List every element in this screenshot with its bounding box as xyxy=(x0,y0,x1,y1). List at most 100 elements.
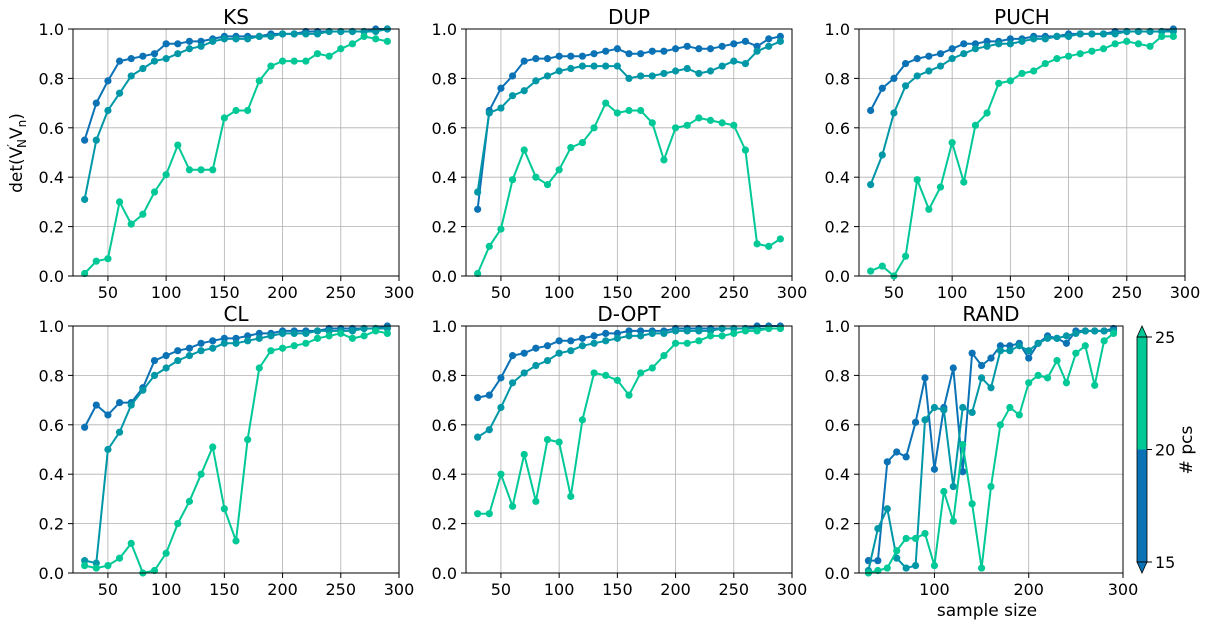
data-point xyxy=(893,448,901,456)
data-point xyxy=(532,77,540,85)
colorbar-tick-label: 20 xyxy=(1155,441,1175,460)
data-point xyxy=(913,72,921,80)
data-point xyxy=(776,324,784,333)
data-point xyxy=(497,84,505,92)
data-point xyxy=(555,166,563,174)
data-point xyxy=(637,50,645,58)
data-point xyxy=(150,57,159,65)
data-point xyxy=(567,492,575,501)
panel-title: PUCH xyxy=(994,5,1050,29)
panel-ks: 50 100 150 200 250 300 0.0 0.2 0.4 0.6 0.8 1.0 KS xyxy=(39,5,415,302)
data-point xyxy=(313,30,322,38)
data-point xyxy=(115,57,124,65)
data-point xyxy=(1123,37,1131,45)
data-point xyxy=(485,391,493,399)
data-point xyxy=(313,334,322,342)
data-point xyxy=(383,37,391,45)
data-point xyxy=(92,559,100,567)
data-point xyxy=(683,121,691,129)
data-point xyxy=(660,352,668,360)
data-point xyxy=(508,379,517,387)
data-point xyxy=(930,465,939,473)
data-point xyxy=(1006,40,1014,48)
data-point xyxy=(555,52,563,60)
data-point xyxy=(232,106,240,115)
data-point xyxy=(718,332,726,340)
data-point xyxy=(474,394,482,402)
data-point xyxy=(232,334,240,342)
data-point xyxy=(883,505,891,513)
x-tick-label: 200 xyxy=(267,580,298,599)
data-point xyxy=(162,549,170,557)
data-point xyxy=(474,269,482,278)
y-tick-label: 0.4 xyxy=(825,168,850,187)
data-point xyxy=(983,37,991,45)
data-point xyxy=(139,52,147,60)
data-point xyxy=(949,517,957,525)
data-point xyxy=(1076,50,1084,58)
data-point xyxy=(255,77,263,85)
data-point xyxy=(683,339,691,347)
data-point xyxy=(81,136,89,144)
data-point xyxy=(590,50,598,58)
data-point xyxy=(1169,32,1177,41)
x-tick-label: 200 xyxy=(1053,283,1084,302)
data-point xyxy=(695,45,703,53)
x-tick-label: 300 xyxy=(777,580,808,599)
data-point xyxy=(139,64,147,73)
data-point xyxy=(1146,42,1154,50)
data-point xyxy=(921,529,929,538)
data-point xyxy=(1091,327,1099,335)
y-tick-label: 0.8 xyxy=(825,366,850,385)
data-point xyxy=(878,151,886,159)
data-point xyxy=(971,40,980,48)
y-tick-label: 0.2 xyxy=(39,218,64,237)
data-point xyxy=(220,114,228,122)
data-point xyxy=(532,55,540,63)
x-tick-label: 100 xyxy=(151,283,182,302)
data-point xyxy=(590,124,598,132)
data-point xyxy=(267,62,275,70)
data-point xyxy=(706,45,715,53)
y-tick-label: 1.0 xyxy=(39,317,64,336)
data-point xyxy=(555,349,563,357)
data-point xyxy=(959,403,967,412)
data-point xyxy=(753,240,761,248)
series-line-2 xyxy=(83,28,388,200)
data-point xyxy=(968,500,976,508)
y-tick-label: 0.2 xyxy=(825,515,850,534)
data-point xyxy=(1091,381,1099,389)
data-point xyxy=(890,74,898,82)
x-tick-label: 300 xyxy=(1108,580,1139,599)
data-point xyxy=(901,82,910,90)
data-point xyxy=(625,106,633,115)
data-point xyxy=(220,339,228,347)
data-point xyxy=(278,30,287,38)
data-point xyxy=(960,40,968,48)
data-point xyxy=(508,502,517,510)
data-point xyxy=(902,453,910,461)
data-point xyxy=(765,324,773,333)
data-point xyxy=(290,30,298,38)
data-point xyxy=(244,106,252,115)
panel-dup: 50 100 150 200 250 300 0.0 0.2 0.4 0.6 0.8 1.0 DUP xyxy=(432,5,808,302)
data-point xyxy=(983,109,991,117)
data-point xyxy=(497,225,505,233)
data-point xyxy=(996,421,1005,429)
y-tick-label: 0.2 xyxy=(432,515,457,534)
y-tick-label: 0.4 xyxy=(825,465,850,484)
data-point xyxy=(1088,30,1096,38)
x-tick-label: 100 xyxy=(544,580,575,599)
data-point xyxy=(1041,35,1049,43)
data-point xyxy=(683,42,691,50)
data-point xyxy=(968,408,976,417)
data-point xyxy=(995,79,1003,87)
data-point xyxy=(613,334,621,342)
y-tick-label: 0.0 xyxy=(432,267,457,286)
panel-puch: 50 100 150 200 250 300 0.0 0.2 0.4 0.6 0.8 1.0 PUCH xyxy=(825,5,1201,302)
data-point xyxy=(244,332,252,340)
data-point xyxy=(911,561,920,570)
axes-frame xyxy=(72,28,400,277)
data-point xyxy=(1015,342,1023,350)
data-point xyxy=(925,67,933,75)
